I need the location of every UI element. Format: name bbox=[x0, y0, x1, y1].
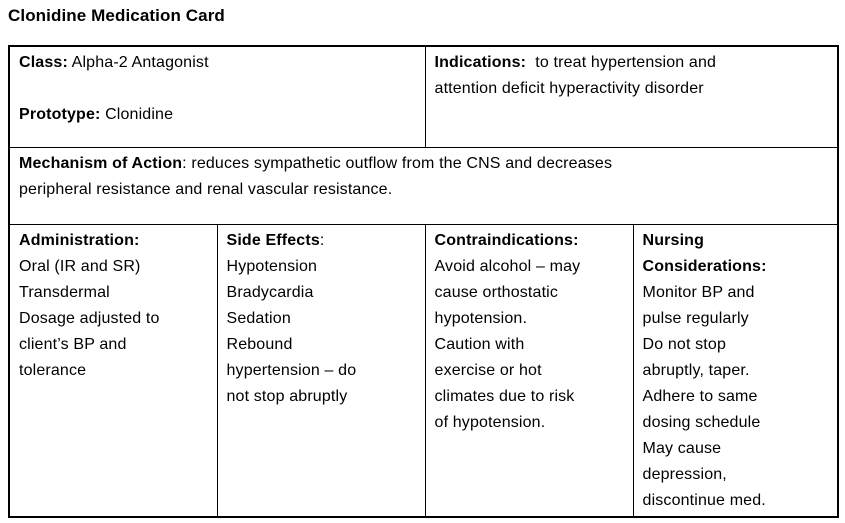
administration-lines: Oral (IR and SR) Transdermal Dosage adjust… bbox=[19, 254, 208, 384]
moa-text-1: : reduces sympathetic outflow from the C… bbox=[182, 154, 613, 172]
nursing-label-line-1: Nursing bbox=[642, 231, 705, 249]
text-line: May cause bbox=[642, 439, 722, 457]
prototype-label: Prototype: bbox=[19, 106, 101, 123]
row-mechanism: Mechanism of Action: reduces sympathetic… bbox=[8, 146, 839, 225]
text-line: Transdermal bbox=[19, 283, 110, 301]
moa-label: Mechanism of Action bbox=[19, 154, 183, 172]
text-line: Sedation bbox=[226, 309, 291, 327]
prototype-value: Clonidine bbox=[100, 106, 174, 123]
page-title: Clonidine Medication Card bbox=[8, 6, 225, 25]
indications-line-2: attention deficit hyperactivity disorder bbox=[434, 80, 704, 97]
text-line: of hypotension. bbox=[434, 413, 546, 431]
administration-label: Administration: bbox=[19, 231, 140, 249]
row-class-indications: Class: Alpha-2 Antagonist Prototype: Clo… bbox=[8, 45, 839, 148]
indications-line-1: Indications: to treat hypertension and bbox=[435, 50, 829, 76]
text-line: Bradycardia bbox=[226, 283, 314, 301]
cell-nursing-considerations: Nursing Considerations: Monitor BP and pu… bbox=[632, 223, 839, 518]
text-line: Rebound bbox=[226, 335, 293, 353]
text-line: Oral (IR and SR) bbox=[19, 257, 141, 275]
text-line: Hypotension bbox=[226, 257, 318, 275]
text-line: abruptly, taper. bbox=[642, 361, 750, 379]
class-line: Class: Alpha-2 Antagonist bbox=[19, 50, 416, 76]
side-effects-colon: : bbox=[319, 231, 325, 249]
text-line: dosing schedule bbox=[642, 413, 761, 431]
side-effects-heading: Side Effects: bbox=[227, 228, 416, 254]
row-details: Administration: Oral (IR and SR) Transder… bbox=[8, 223, 839, 518]
text-line: Caution with bbox=[434, 335, 525, 353]
nursing-lines: Monitor BP and pulse regularly Do not stop… bbox=[643, 280, 829, 514]
prototype-line: Prototype: Clonidine bbox=[19, 102, 416, 128]
indications-label: Indications: bbox=[434, 54, 527, 71]
side-effects-label: Side Effects bbox=[226, 231, 320, 249]
contraindications-label: Contraindications: bbox=[434, 231, 579, 249]
cell-class-prototype: Class: Alpha-2 Antagonist Prototype: Clo… bbox=[8, 45, 426, 148]
cell-contraindications: Contraindications: Avoid alcohol – may ca… bbox=[424, 223, 634, 518]
text-line: climates due to risk bbox=[434, 387, 575, 405]
cell-side-effects: Side Effects: Hypotension Bradycardia Seda… bbox=[216, 223, 426, 518]
text-line: Monitor BP and bbox=[642, 283, 755, 301]
text-line: discontinue med. bbox=[642, 491, 766, 509]
blank-line bbox=[19, 76, 416, 102]
medication-card-table: Class: Alpha-2 Antagonist Prototype: Clo… bbox=[8, 45, 840, 518]
class-label: Class: bbox=[19, 54, 68, 71]
text-line: client’s BP and bbox=[19, 335, 127, 353]
indications-text-1: to treat hypertension and bbox=[526, 54, 717, 71]
text-line: cause orthostatic bbox=[434, 283, 559, 301]
moa-line-1: Mechanism of Action: reduces sympathetic… bbox=[19, 151, 828, 177]
contraindications-lines: Avoid alcohol – may cause orthostatic hypo… bbox=[435, 254, 624, 436]
cell-indications: Indications: to treat hypertension and a… bbox=[424, 45, 839, 148]
nursing-label-line-2: Considerations: bbox=[642, 257, 767, 275]
text-line: exercise or hot bbox=[434, 361, 542, 379]
text-line: Avoid alcohol – may bbox=[434, 257, 581, 275]
cell-mechanism-of-action: Mechanism of Action: reduces sympathetic… bbox=[8, 146, 839, 225]
text-line: not stop abruptly bbox=[226, 387, 348, 405]
text-line: Do not stop bbox=[642, 335, 726, 353]
text-line: hypertension – do bbox=[226, 361, 357, 379]
text-line: pulse regularly bbox=[642, 309, 749, 327]
text-line: hypotension. bbox=[434, 309, 528, 327]
text-line: tolerance bbox=[19, 361, 87, 379]
text-line: Adhere to same bbox=[642, 387, 758, 405]
text-line: depression, bbox=[642, 465, 727, 483]
side-effects-lines: Hypotension Bradycardia Sedation Rebound hyp… bbox=[227, 254, 416, 410]
moa-line-2: peripheral resistance and renal vascular… bbox=[19, 180, 393, 198]
class-value: Alpha-2 Antagonist bbox=[67, 54, 209, 71]
text-line: Dosage adjusted to bbox=[19, 309, 160, 327]
cell-administration: Administration: Oral (IR and SR) Transder… bbox=[8, 223, 218, 518]
